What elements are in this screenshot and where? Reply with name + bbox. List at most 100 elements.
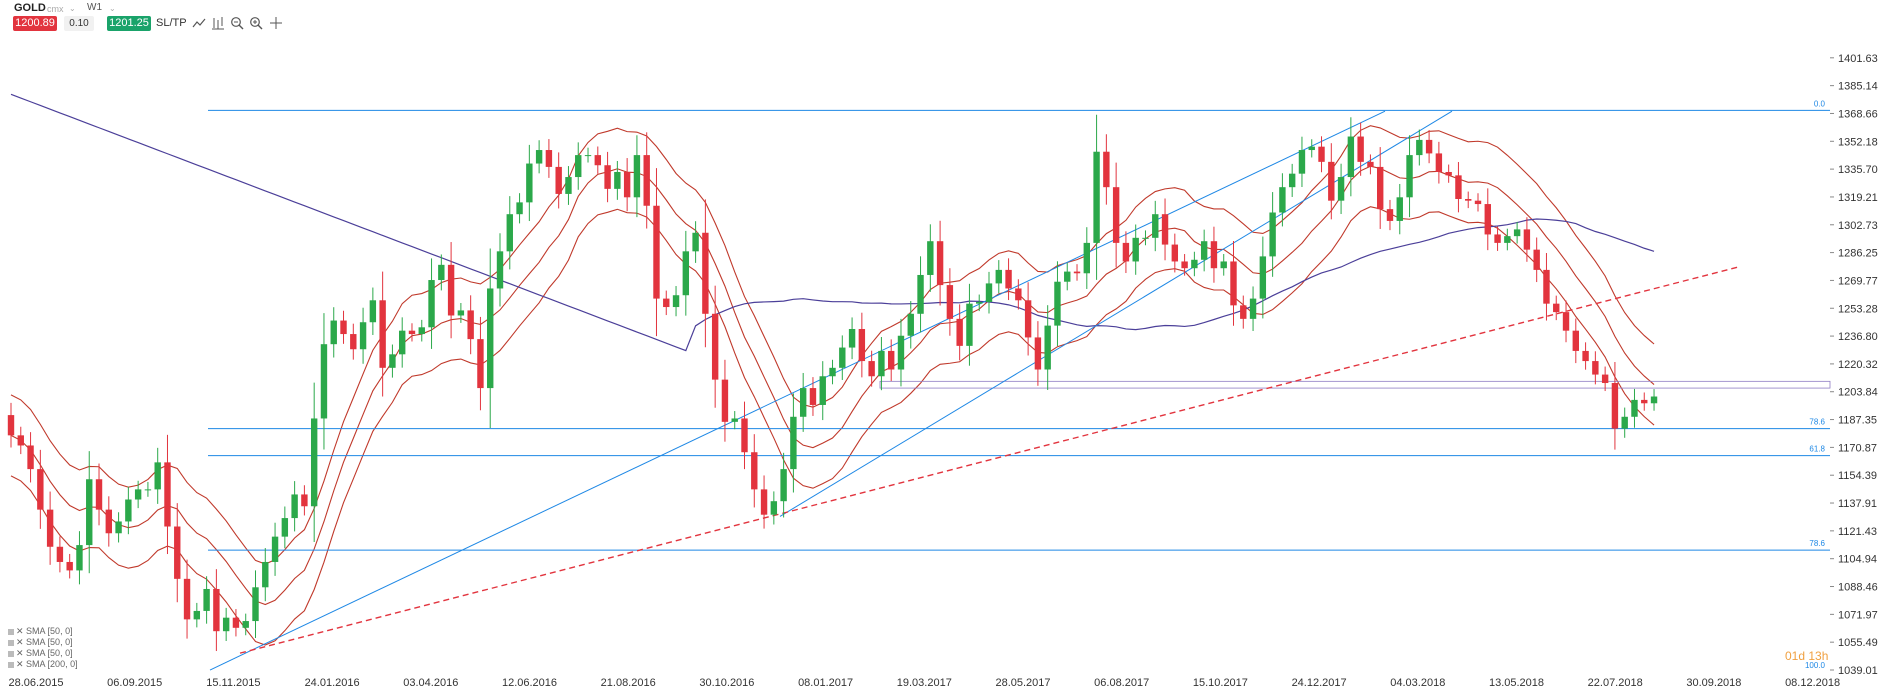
candle-body bbox=[878, 350, 885, 377]
timeframe-dropdown-icon[interactable]: ⌄ bbox=[109, 4, 116, 13]
candle-body bbox=[907, 313, 914, 336]
sell-button[interactable]: 1200.89 bbox=[13, 16, 57, 31]
candle-body bbox=[1494, 234, 1501, 243]
y-axis-label: 1039.01 bbox=[1838, 665, 1878, 677]
candle-body bbox=[1015, 288, 1022, 301]
toolbar: GOLD cmx ⌄ W1 ⌄ 1200.89 0.10 1201.25 SL/… bbox=[0, 0, 1885, 34]
candle-body bbox=[310, 418, 318, 507]
candle-body bbox=[643, 155, 650, 206]
candle-body bbox=[134, 489, 142, 500]
candle-body bbox=[379, 300, 386, 368]
candle-body bbox=[1112, 187, 1120, 243]
candle-body bbox=[115, 521, 122, 534]
candle-body bbox=[780, 469, 787, 502]
x-axis-label: 06.08.2017 bbox=[1094, 677, 1149, 689]
bars-icon[interactable] bbox=[211, 16, 225, 30]
legend-item[interactable]: ✕ SMA [50, 0] bbox=[8, 626, 73, 637]
y-axis-label: 1385.14 bbox=[1838, 81, 1878, 93]
y-axis-label: 1104.94 bbox=[1838, 554, 1877, 566]
candle-body bbox=[1386, 209, 1394, 221]
candle-body bbox=[1572, 330, 1579, 351]
symbol-sub-label: cmx bbox=[47, 4, 64, 14]
candle-body bbox=[614, 171, 621, 189]
candle-body bbox=[770, 501, 778, 515]
candle-body bbox=[506, 214, 513, 252]
candle-body bbox=[95, 479, 103, 510]
candle-body bbox=[1073, 271, 1081, 274]
candle-body bbox=[575, 155, 582, 178]
candle-body bbox=[1474, 200, 1482, 205]
candle-body bbox=[76, 545, 83, 571]
candle-body bbox=[936, 241, 944, 286]
x-axis-label: 30.10.2016 bbox=[699, 677, 754, 689]
candle-body bbox=[37, 469, 44, 510]
legend-item[interactable]: ✕ SMA [200, 0] bbox=[8, 659, 78, 670]
candle-body bbox=[985, 283, 993, 302]
candle-body bbox=[516, 202, 523, 215]
symbol-label[interactable]: GOLD bbox=[14, 2, 46, 14]
legend-item[interactable]: ✕ SMA [50, 0] bbox=[8, 648, 73, 659]
candle-body bbox=[1523, 229, 1531, 250]
candle-body bbox=[809, 388, 817, 405]
candle-body bbox=[1259, 256, 1267, 299]
candle-body bbox=[27, 445, 34, 470]
candle-body bbox=[692, 232, 699, 252]
candle-body bbox=[682, 251, 690, 296]
y-axis-label: 1121.43 bbox=[1838, 526, 1877, 538]
candle-body bbox=[751, 452, 758, 490]
candle-body bbox=[1288, 173, 1296, 188]
candle-body bbox=[721, 379, 729, 422]
x-axis-label: 04.03.2018 bbox=[1390, 677, 1445, 689]
candle-body bbox=[1161, 214, 1169, 245]
y-axis-label: 1319.21 bbox=[1838, 192, 1878, 204]
candle-body bbox=[976, 301, 983, 304]
zoom-out-icon[interactable] bbox=[230, 16, 244, 30]
candle-body bbox=[741, 418, 748, 453]
candle-body bbox=[1181, 261, 1188, 269]
line-tool-icon[interactable] bbox=[192, 16, 206, 30]
candle-body bbox=[340, 320, 347, 335]
candle-body bbox=[545, 150, 553, 167]
candle-body bbox=[399, 330, 406, 355]
dashed-trend-line bbox=[239, 265, 1741, 654]
candle-body bbox=[1279, 187, 1286, 213]
y-axis-label: 1302.73 bbox=[1838, 220, 1878, 232]
candle-body bbox=[829, 367, 836, 377]
candle-body bbox=[1142, 237, 1149, 239]
candle-body bbox=[946, 285, 954, 319]
symbol-dropdown-icon[interactable]: ⌄ bbox=[69, 4, 76, 13]
y-axis-label: 1187.35 bbox=[1838, 415, 1877, 427]
candle-body bbox=[1445, 171, 1452, 176]
candle-body bbox=[1357, 136, 1364, 162]
candle-body bbox=[1210, 241, 1218, 269]
volume-input[interactable]: 0.10 bbox=[64, 16, 94, 31]
candle-body bbox=[1298, 150, 1306, 174]
legend-item[interactable]: ✕ SMA [50, 0] bbox=[8, 637, 73, 648]
crosshair-icon[interactable] bbox=[269, 16, 283, 30]
candle-body bbox=[467, 310, 474, 340]
candle-body bbox=[183, 578, 191, 620]
candle-body bbox=[1592, 361, 1599, 375]
candle-body bbox=[1200, 241, 1208, 260]
y-axis-label: 1269.77 bbox=[1838, 275, 1878, 287]
candle-body bbox=[1024, 300, 1032, 338]
sma-50-line bbox=[10, 165, 1655, 606]
candle-body bbox=[1220, 261, 1227, 269]
x-axis-label: 19.03.2017 bbox=[897, 677, 952, 689]
candle-body bbox=[242, 621, 249, 628]
zoom-in-icon[interactable] bbox=[249, 16, 263, 30]
y-axis-label: 1401.63 bbox=[1838, 53, 1878, 65]
timeframe-label[interactable]: W1 bbox=[87, 2, 102, 13]
candle-body bbox=[1631, 399, 1638, 417]
sltp-button[interactable]: SL/TP bbox=[156, 17, 187, 29]
candle-body bbox=[496, 251, 504, 289]
x-axis-label: 24.01.2016 bbox=[305, 677, 360, 689]
x-axis-label: 24.12.2017 bbox=[1292, 677, 1347, 689]
buy-button[interactable]: 1201.25 bbox=[107, 16, 151, 31]
candle-body bbox=[477, 339, 484, 389]
candle-body bbox=[1621, 416, 1628, 429]
candle-body bbox=[1601, 374, 1609, 384]
candle-body bbox=[487, 288, 494, 389]
candle-body bbox=[839, 347, 846, 368]
